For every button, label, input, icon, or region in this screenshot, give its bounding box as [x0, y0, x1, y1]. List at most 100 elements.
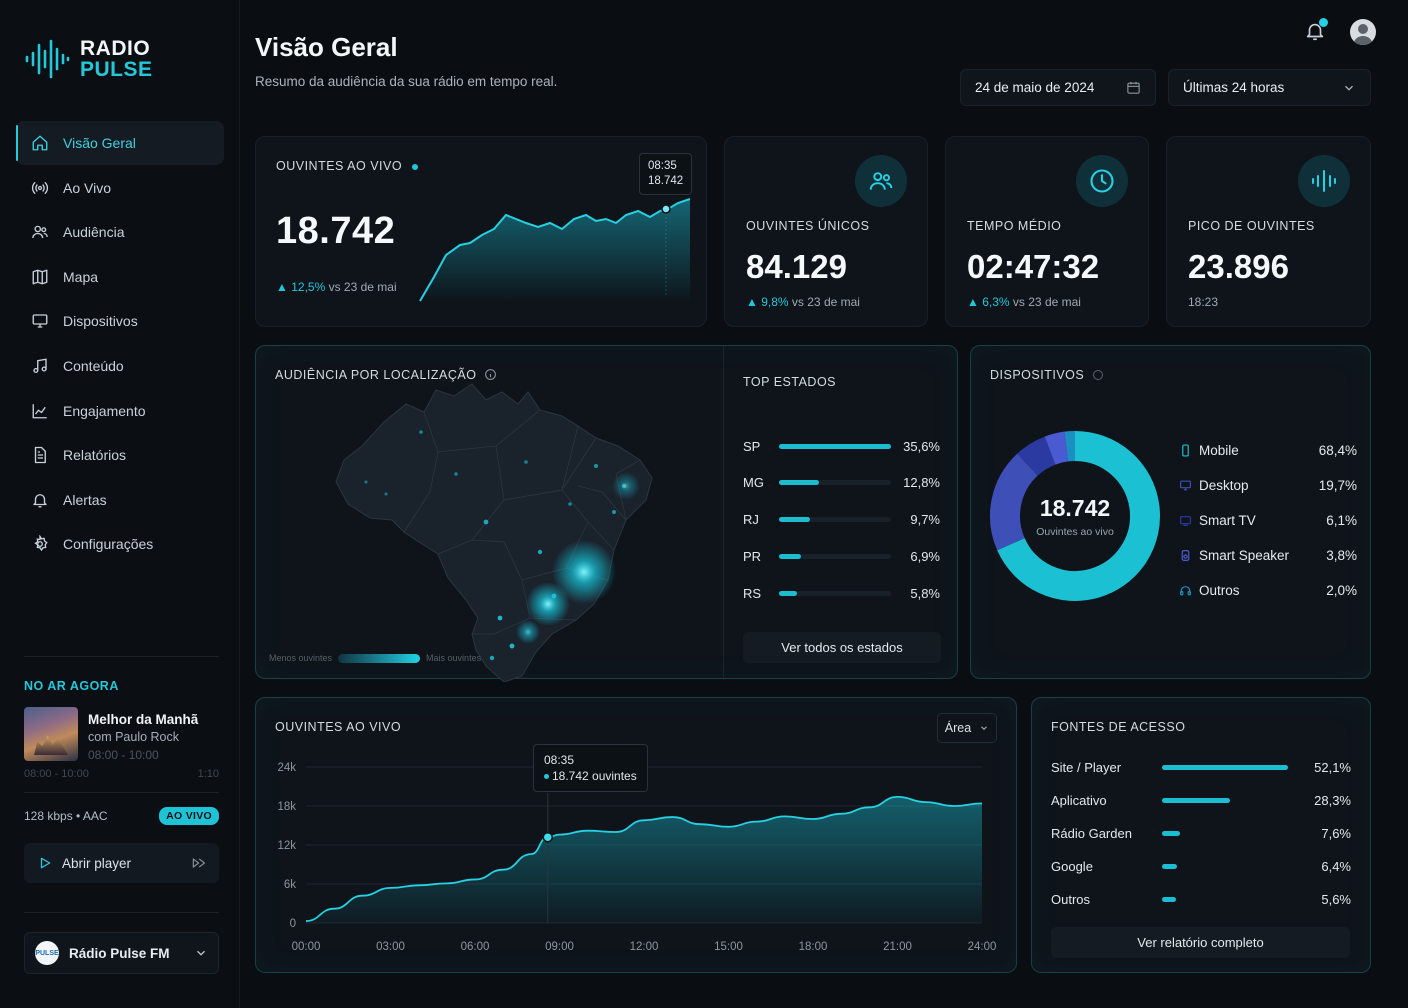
live-listeners-area-chart[interactable]: 0 6k 12k 18k 24k 00:00 03:00 06:00 09:00 12:00 15:… — [256, 698, 1018, 974]
info-icon[interactable] — [484, 368, 497, 381]
station-selector[interactable]: PULSE Rádio Pulse FM — [24, 932, 219, 974]
user-avatar[interactable] — [1350, 19, 1376, 45]
source-bar — [1162, 830, 1288, 836]
top-states-panel: TOP ESTADOS Ver todos os estados SP 35,6%… — [723, 346, 959, 680]
show-name: Melhor da Manhã — [88, 712, 199, 727]
source-name: Google — [1051, 859, 1093, 875]
hover-point[interactable] — [542, 831, 554, 843]
nav-item-visao-geral[interactable]: Visão Geral — [16, 121, 224, 165]
state-bar-fill — [779, 480, 820, 486]
device-row[interactable]: Desktop 19,7% — [1179, 476, 1357, 494]
state-percent: 9,7% — [910, 512, 940, 528]
device-row[interactable]: Smart Speaker 3,8% — [1179, 547, 1357, 565]
nav-label: Audiência — [63, 224, 125, 241]
source-bar-fill — [1162, 797, 1231, 803]
date-picker[interactable]: 24 de maio de 2024 — [960, 69, 1156, 106]
nav-item-ao-vivo[interactable]: Ao Vivo — [16, 166, 224, 210]
waveform-icon — [25, 39, 70, 79]
open-player-button[interactable]: Abrir player — [24, 843, 219, 883]
state-bar-fill — [779, 553, 801, 559]
donut-slice-smart-speaker[interactable] — [1044, 431, 1069, 465]
phone-icon — [1182, 443, 1189, 457]
sidebar: RADIO PULSE Visão Geral Ao Vivo Audiênci… — [0, 0, 240, 1008]
source-name: Site / Player — [1051, 759, 1122, 775]
main-nav: Visão Geral Ao Vivo Audiência Mapa Dispo… — [16, 121, 224, 567]
source-row[interactable]: Aplicativo 28,3% — [1051, 792, 1351, 808]
nav-item-conteudo[interactable]: Conteúdo — [16, 344, 224, 388]
home-icon — [32, 135, 48, 151]
state-row[interactable]: PR 6,9% — [743, 548, 940, 564]
brand-logo[interactable]: RADIO PULSE — [24, 38, 153, 80]
current-show[interactable]: Melhor da Manhã com Paulo Rock 08:00 - 1… — [24, 707, 219, 762]
y-tick-label: 18k — [277, 801, 296, 813]
donut-slice-desktop[interactable] — [990, 453, 1039, 551]
live-listeners-label: OUVINTES AO VIVO — [276, 159, 419, 173]
source-row[interactable]: Site / Player 52,1% — [1051, 759, 1351, 775]
location-card: AUDIÊNCIA POR LOCALIZAÇÃO — [255, 345, 959, 682]
state-row[interactable]: SP 35,6% — [743, 438, 940, 454]
device-row[interactable]: Smart TV 6,1% — [1179, 511, 1357, 529]
notifications-button[interactable] — [1304, 18, 1328, 44]
music-icon — [33, 358, 47, 374]
state-row[interactable]: MG 12,8% — [743, 475, 940, 491]
source-row[interactable]: Outros 5,6% — [1051, 892, 1351, 908]
nav-label: Visão Geral — [63, 135, 136, 151]
device-name: Smart Speaker — [1199, 548, 1290, 564]
date-value: 24 de maio de 2024 — [975, 80, 1095, 95]
nav-label: Relatórios — [63, 447, 127, 464]
brand-line2: PULSE — [80, 58, 153, 81]
y-tick-label: 12k — [277, 840, 296, 852]
chart-icon — [32, 403, 47, 418]
nav-item-configuracoes[interactable]: Configurações — [16, 522, 224, 566]
state-row[interactable]: RS 5,8% — [743, 585, 940, 601]
view-all-states-button[interactable]: Ver todos os estados — [743, 632, 941, 663]
nav-label: Dispositivos — [63, 313, 138, 330]
donut-slice-outros[interactable] — [1064, 431, 1076, 462]
show-host: com Paulo Rock — [88, 730, 180, 744]
device-row[interactable]: Mobile 68,4% — [1179, 441, 1357, 459]
devices-card: DISPOSITIVOS 18.742 Ouvintes ao vivo Mob… — [970, 345, 1371, 679]
state-bar-fill — [779, 517, 810, 523]
state-row[interactable]: RJ 9,7% — [743, 512, 940, 528]
live-sparkline — [419, 198, 691, 303]
source-row[interactable]: Rádio Garden 7,6% — [1051, 825, 1351, 841]
device-name: Mobile — [1199, 442, 1239, 458]
source-bar-fill — [1162, 897, 1176, 903]
monitor-icon — [32, 314, 48, 329]
source-percent: 52,1% — [1314, 759, 1351, 775]
state-code: RS — [743, 585, 762, 601]
state-bar — [779, 480, 891, 486]
unique-listeners-label: OUVINTES ÚNICOS — [746, 219, 870, 233]
area-fill — [306, 796, 982, 923]
open-player-label: Abrir player — [62, 855, 132, 871]
donut-slice-mobile[interactable] — [997, 431, 1160, 601]
nav-item-alertas[interactable]: Alertas — [16, 478, 224, 522]
chevron-down-icon — [981, 726, 988, 731]
nav-item-mapa[interactable]: Mapa — [16, 255, 224, 299]
x-tick-label: 06:00 — [461, 941, 490, 953]
source-percent: 7,6% — [1321, 825, 1351, 841]
device-row[interactable]: Outros 2,0% — [1179, 582, 1357, 600]
info-icon[interactable] — [1092, 369, 1104, 381]
chart-type-select[interactable]: Área — [937, 713, 997, 743]
devices-legend: Mobile 68,4% Desktop 19,7% Smart TV 6,1% Smart… — [1179, 346, 1357, 680]
sources-title: FONTES DE ACESSO — [1051, 720, 1186, 734]
source-bar — [1162, 897, 1288, 903]
nav-item-engajamento[interactable]: Engajamento — [16, 389, 224, 433]
source-row[interactable]: Google 6,4% — [1051, 859, 1351, 875]
state-bar — [779, 553, 891, 559]
donut-slice-smart-tv[interactable] — [1017, 436, 1057, 477]
nav-item-relatorios[interactable]: Relatórios — [16, 433, 224, 477]
y-tick-label: 24k — [277, 762, 296, 774]
source-name: Outros — [1051, 892, 1091, 908]
brand-name: RADIO PULSE — [80, 38, 153, 80]
sources-card: FONTES DE ACESSO Ver relatório completo … — [1031, 697, 1371, 973]
time-range-select[interactable]: Últimas 24 horas — [1168, 69, 1371, 106]
nav-label: Ao Vivo — [63, 179, 111, 196]
view-full-report-button[interactable]: Ver relatório completo — [1051, 927, 1350, 958]
nav-item-audiencia[interactable]: Audiência — [16, 210, 224, 254]
brazil-map[interactable] — [326, 382, 666, 682]
devices-donut-chart[interactable] — [989, 430, 1161, 602]
nav-item-dispositivos[interactable]: Dispositivos — [16, 299, 224, 343]
play-icon — [40, 857, 51, 869]
